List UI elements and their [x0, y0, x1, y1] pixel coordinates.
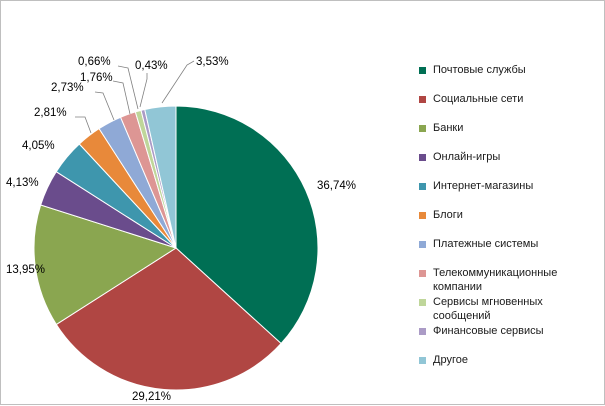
legend-label: Другое [433, 354, 468, 366]
legend-item: Блоги [419, 208, 604, 222]
legend-label: Платежные системы [433, 238, 539, 250]
data-label: 0,66% [78, 56, 111, 68]
legend-swatch [419, 299, 426, 306]
legend-label: Почтовые службы [433, 64, 526, 76]
leader-line [75, 116, 92, 134]
legend-item: Другое [419, 353, 604, 367]
legend-item: Почтовые службы [419, 63, 604, 77]
legend-label: Сервисы мгновенных сообщений [433, 296, 543, 322]
pie-slice [175, 105, 319, 345]
legend-swatch [419, 270, 426, 277]
leader-line [117, 65, 139, 110]
legend-swatch [419, 183, 426, 190]
pie-slice [33, 204, 178, 326]
legend-label: Онлайн-игры [433, 151, 501, 163]
legend-swatch [419, 125, 426, 132]
legend-label: Банки [433, 122, 464, 134]
legend-item: Сервисы мгновенных сообщений [419, 295, 604, 323]
legend-label: Телекоммуникационные компании [433, 267, 558, 293]
legend-label: Социальные сети [433, 93, 524, 105]
legend-item: Платежные системы [419, 237, 604, 251]
data-label: 1,76% [80, 72, 113, 84]
legend-swatch [419, 328, 426, 335]
legend-label: Блоги [433, 209, 463, 221]
legend-swatch [419, 241, 426, 248]
legend-item: Онлайн-игры [419, 150, 604, 164]
data-label: 4,05% [22, 140, 55, 152]
legend-label: Финансовые сервисы [433, 325, 544, 337]
data-label: 2,81% [34, 107, 67, 119]
legend-swatch [419, 212, 426, 219]
leader-line [161, 60, 195, 104]
leader-line [112, 80, 131, 115]
leader-line [94, 91, 115, 121]
legend-item: Социальные сети [419, 92, 604, 106]
legend-item: Телекоммуникационные компании [419, 266, 604, 294]
legend-label: Интернет-магазины [433, 180, 534, 192]
legend-swatch [419, 154, 426, 161]
data-label: 0,43% [135, 60, 168, 72]
legend-item: Банки [419, 121, 604, 135]
legend-swatch [419, 357, 426, 364]
legend-item: Интернет-магазины [419, 179, 604, 193]
data-label: 13,95% [6, 264, 45, 276]
data-label: 4,13% [6, 177, 39, 189]
data-label: 2,73% [51, 82, 84, 94]
data-label: 29,21% [132, 391, 171, 403]
legend-swatch [419, 67, 426, 74]
pie-slice [144, 105, 177, 249]
data-label: 36,74% [317, 180, 356, 192]
legend-swatch [419, 96, 426, 103]
leader-line [139, 73, 148, 108]
data-label: 3,53% [196, 56, 229, 68]
legend-item: Финансовые сервисы [419, 324, 604, 338]
pie-slice [55, 247, 282, 391]
